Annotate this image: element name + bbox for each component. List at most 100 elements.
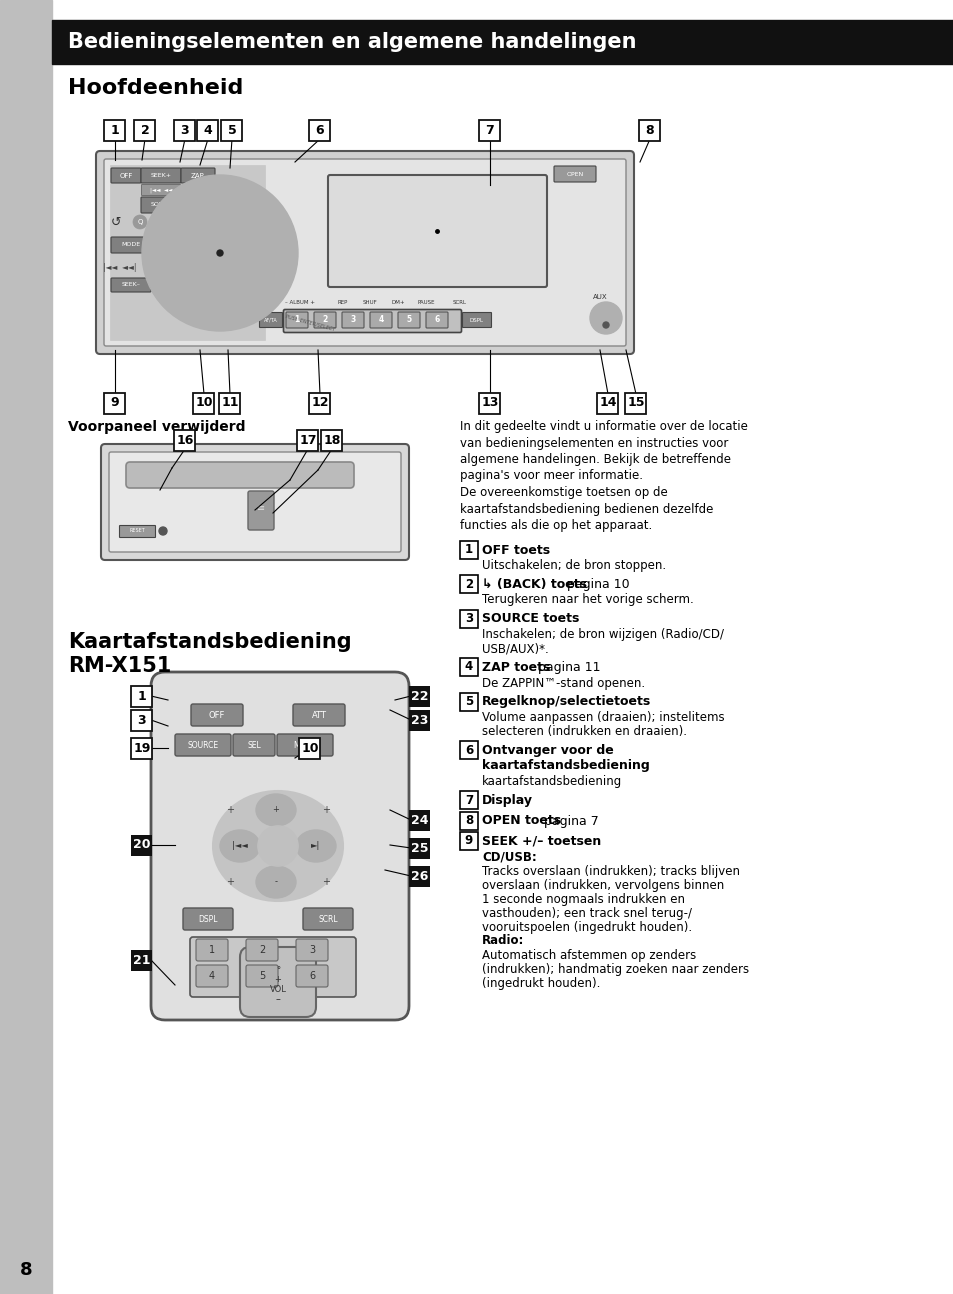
Text: 3: 3: [464, 612, 473, 625]
Text: 2: 2: [258, 945, 265, 955]
Text: 9: 9: [464, 835, 473, 848]
Text: |◄◄  ◄◄|: |◄◄ ◄◄|: [103, 263, 136, 272]
FancyBboxPatch shape: [597, 392, 618, 414]
Ellipse shape: [213, 791, 343, 901]
Text: SEEK–: SEEK–: [121, 282, 140, 287]
Text: SCRL: SCRL: [453, 300, 467, 305]
Text: (indrukken); handmatig zoeken naar zenders: (indrukken); handmatig zoeken naar zende…: [481, 963, 748, 976]
Text: Radio:: Radio:: [481, 934, 524, 947]
Text: 26: 26: [411, 870, 428, 883]
Circle shape: [192, 225, 248, 281]
Text: 24: 24: [411, 814, 428, 827]
FancyBboxPatch shape: [459, 741, 477, 760]
Text: Automatisch afstemmen op zenders: Automatisch afstemmen op zenders: [481, 949, 696, 961]
Text: pagina 10: pagina 10: [562, 578, 629, 591]
FancyBboxPatch shape: [554, 166, 596, 182]
FancyBboxPatch shape: [293, 704, 345, 726]
Text: Ontvanger voor de: Ontvanger voor de: [481, 744, 613, 757]
Text: functies als die op het apparaat.: functies als die op het apparaat.: [459, 519, 652, 532]
FancyBboxPatch shape: [105, 119, 126, 141]
Text: 13: 13: [481, 396, 498, 409]
Text: ATT: ATT: [312, 710, 326, 719]
FancyBboxPatch shape: [397, 312, 419, 327]
Text: 4: 4: [464, 660, 473, 673]
Text: 7: 7: [464, 793, 473, 806]
Circle shape: [208, 241, 232, 265]
Text: |◄◄: |◄◄: [232, 841, 248, 850]
Text: ↺: ↺: [111, 216, 121, 229]
FancyBboxPatch shape: [197, 119, 218, 141]
FancyBboxPatch shape: [174, 430, 195, 450]
Text: pagina 11: pagina 11: [534, 661, 600, 674]
Text: 2: 2: [322, 316, 327, 325]
Text: OFF toets: OFF toets: [481, 543, 550, 556]
Text: PAUSE: PAUSE: [416, 300, 435, 305]
Text: OPEN toets: OPEN toets: [481, 814, 560, 827]
FancyBboxPatch shape: [286, 312, 308, 327]
Text: DM+: DM+: [391, 300, 404, 305]
Text: Volume aanpassen (draaien); instelitems: Volume aanpassen (draaien); instelitems: [481, 710, 724, 725]
FancyBboxPatch shape: [221, 119, 242, 141]
FancyBboxPatch shape: [132, 686, 152, 707]
FancyBboxPatch shape: [479, 119, 500, 141]
Circle shape: [132, 215, 147, 229]
Text: 3: 3: [180, 123, 189, 136]
Text: 1: 1: [294, 316, 299, 325]
Text: 1: 1: [137, 690, 146, 703]
FancyBboxPatch shape: [459, 659, 477, 675]
Text: 20: 20: [133, 839, 151, 851]
FancyBboxPatch shape: [314, 312, 335, 327]
Text: SOURCE: SOURCE: [187, 740, 218, 749]
Text: 7: 7: [485, 123, 494, 136]
FancyBboxPatch shape: [459, 811, 477, 829]
FancyBboxPatch shape: [174, 734, 231, 756]
FancyBboxPatch shape: [409, 709, 430, 731]
Text: De overeenkomstige toetsen op de: De overeenkomstige toetsen op de: [459, 487, 667, 499]
Text: 10: 10: [301, 741, 318, 754]
FancyBboxPatch shape: [462, 312, 491, 327]
Text: ZAP: ZAP: [191, 172, 205, 179]
Text: 6: 6: [315, 123, 324, 136]
Text: +: +: [226, 805, 233, 815]
FancyBboxPatch shape: [109, 452, 400, 553]
Text: – ALBUM +: – ALBUM +: [285, 300, 314, 305]
FancyBboxPatch shape: [111, 168, 141, 182]
Text: 16: 16: [176, 433, 193, 446]
Text: PTY: PTY: [263, 300, 273, 305]
Text: SEEK+: SEEK+: [151, 173, 172, 179]
FancyBboxPatch shape: [181, 168, 214, 182]
Text: kaartafstandsbediening: kaartafstandsbediening: [481, 775, 621, 788]
Circle shape: [257, 826, 297, 866]
FancyBboxPatch shape: [132, 835, 152, 855]
Text: –: –: [275, 994, 280, 1004]
Text: kaartafstandsbediening: kaartafstandsbediening: [481, 760, 649, 773]
FancyBboxPatch shape: [459, 609, 477, 628]
Text: SEL: SEL: [247, 740, 260, 749]
Text: 8: 8: [20, 1260, 32, 1278]
Text: 15: 15: [626, 396, 644, 409]
FancyBboxPatch shape: [297, 430, 318, 450]
Text: ZAP toets: ZAP toets: [481, 661, 550, 674]
Text: pagina 7: pagina 7: [539, 814, 598, 827]
Text: +: +: [322, 805, 330, 815]
Text: VOL: VOL: [270, 985, 286, 994]
FancyBboxPatch shape: [295, 965, 328, 987]
Text: SCRL: SCRL: [318, 915, 337, 924]
Circle shape: [602, 322, 608, 327]
Text: 5: 5: [258, 970, 265, 981]
FancyBboxPatch shape: [132, 950, 152, 970]
Text: vooruitspoelen (ingedrukt houden).: vooruitspoelen (ingedrukt houden).: [481, 920, 691, 933]
Bar: [52, 19, 953, 63]
Ellipse shape: [220, 829, 260, 862]
FancyBboxPatch shape: [183, 908, 233, 930]
FancyBboxPatch shape: [328, 175, 546, 287]
FancyBboxPatch shape: [309, 119, 330, 141]
Ellipse shape: [295, 829, 335, 862]
FancyBboxPatch shape: [132, 709, 152, 731]
Text: 4: 4: [203, 123, 213, 136]
Text: 5: 5: [228, 123, 236, 136]
Text: 2: 2: [140, 123, 150, 136]
Text: (ingedrukt houden).: (ingedrukt houden).: [481, 977, 599, 990]
Bar: [110, 166, 265, 340]
Circle shape: [152, 185, 288, 321]
